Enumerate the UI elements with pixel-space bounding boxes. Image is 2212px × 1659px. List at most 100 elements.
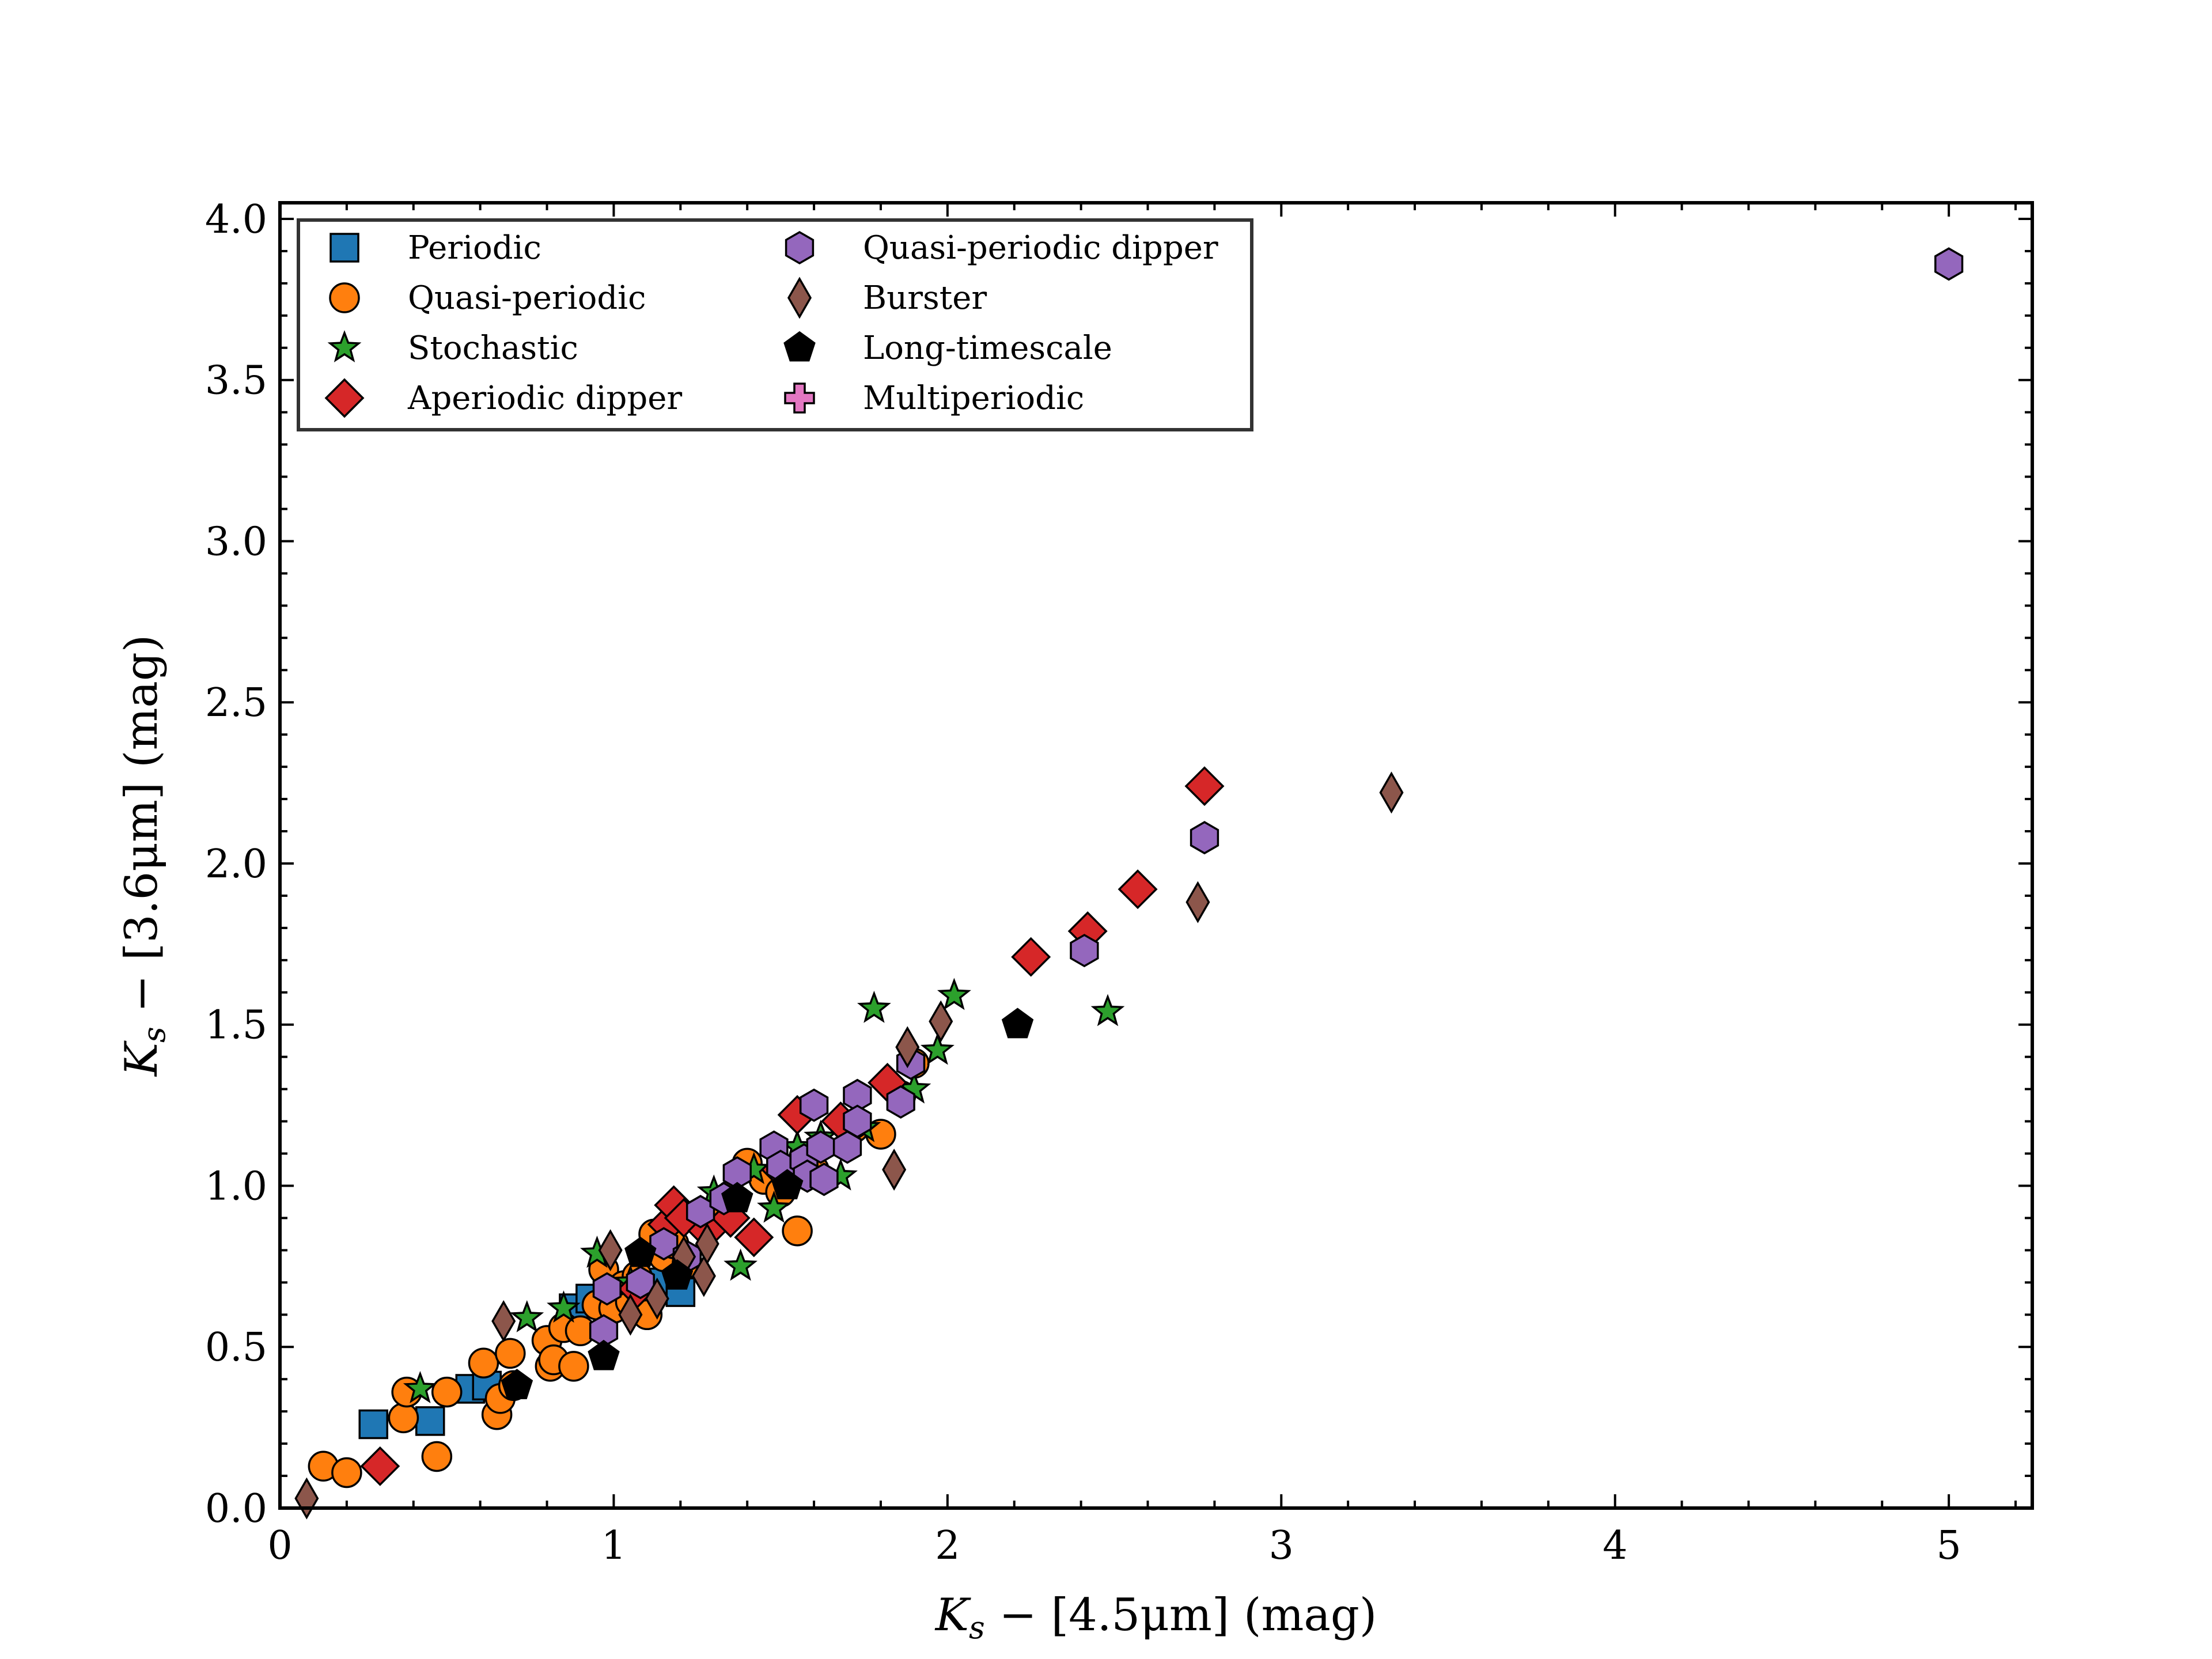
y-tick-label: 2.5 — [205, 680, 267, 726]
legend-item: Periodic — [329, 229, 541, 267]
legend-item: Quasi-periodic — [329, 279, 646, 317]
data-point — [547, 1290, 581, 1323]
x-axis-label-sub: s — [969, 1609, 985, 1646]
axis-ticks — [279, 203, 2032, 1509]
data-point — [734, 1217, 774, 1257]
legend-item: Quasi-periodic dipper — [785, 229, 1218, 267]
x-tick-label: 2 — [935, 1523, 960, 1569]
data-point — [626, 1266, 655, 1300]
y-tick-label: 0.0 — [205, 1486, 267, 1532]
legend-marker-hexagon — [785, 230, 815, 265]
legend-marker-circle — [329, 282, 360, 313]
x-axis-label: Ks − [4.5μm] (mag) — [934, 1589, 1377, 1646]
x-tick-labels: 0 1 2 3 4 5 — [267, 1523, 1961, 1569]
data-point — [360, 1446, 400, 1486]
data-point — [882, 1149, 907, 1191]
data-point — [510, 1300, 544, 1332]
x-tick-label: 1 — [601, 1523, 626, 1569]
y-tick-label: 2.0 — [205, 842, 267, 887]
series-burster — [294, 771, 1404, 1520]
data-point — [1001, 1007, 1034, 1039]
legend-marker-pentagon — [783, 331, 816, 362]
legend-item: Multiperiodic — [784, 380, 1084, 417]
data-point — [691, 1255, 716, 1297]
x-tick-label: 0 — [267, 1523, 292, 1569]
y-tick-labels: 0.0 0.5 1.0 1.5 2.0 2.5 3.0 3.5 4.0 — [205, 197, 267, 1532]
legend-label: Quasi-periodic dipper — [863, 229, 1218, 267]
data-point — [799, 1088, 829, 1122]
legend-label: Stochastic — [408, 329, 578, 367]
data-point — [624, 1236, 657, 1267]
data-point — [501, 1369, 533, 1399]
y-tick-label: 1.0 — [205, 1164, 267, 1209]
data-point — [358, 1409, 388, 1440]
y-tick-label: 4.0 — [205, 197, 267, 243]
y-tick-label: 1.5 — [205, 1003, 267, 1048]
data-point — [895, 1026, 920, 1069]
y-axis-label-var: K — [116, 1040, 168, 1077]
y-axis-label: Ks − [3.6μm] (mag) — [116, 635, 172, 1078]
data-point — [886, 1085, 915, 1119]
data-point — [294, 1477, 319, 1520]
data-point — [403, 1371, 437, 1404]
data-point — [592, 1272, 622, 1306]
legend-label: Long-timescale — [863, 329, 1112, 367]
data-point — [495, 1338, 526, 1369]
legend-item: Aperiodic dipper — [324, 378, 682, 418]
plot-frame — [278, 201, 2034, 1510]
data-point — [558, 1351, 589, 1382]
plot-marks — [294, 247, 1964, 1520]
legend-marker-star — [327, 330, 362, 362]
data-point — [721, 1181, 753, 1213]
data-point — [920, 1032, 955, 1065]
data-point — [468, 1347, 499, 1378]
legend-label: Burster — [863, 279, 987, 317]
legend-marker-plus — [784, 382, 815, 414]
data-point — [645, 1277, 669, 1320]
data-point — [695, 1222, 719, 1265]
legend-marker-thin-diamond — [787, 276, 812, 319]
data-point — [724, 1248, 757, 1281]
data-point — [809, 1162, 839, 1196]
data-point — [1118, 869, 1158, 910]
data-point — [421, 1441, 453, 1472]
series-quasi-periodic-dipper — [589, 247, 1964, 1348]
data-point — [331, 1457, 362, 1488]
legend-label: Multiperiodic — [863, 380, 1084, 417]
y-tick-label: 3.0 — [205, 519, 267, 565]
x-axis-label-rest: − [4.5μm] (mag) — [985, 1589, 1377, 1641]
x-axis-label-var: K — [934, 1589, 972, 1641]
data-point — [415, 1406, 445, 1436]
legend-label: Quasi-periodic — [408, 279, 646, 317]
data-point — [857, 990, 891, 1023]
data-point — [431, 1376, 463, 1408]
data-point — [1379, 771, 1404, 814]
series-long-timescale — [501, 1007, 1034, 1399]
legend-label: Aperiodic dipper — [407, 380, 682, 417]
data-point — [806, 1130, 835, 1164]
x-tick-label: 4 — [1603, 1523, 1627, 1569]
legend-box — [297, 218, 1253, 431]
data-point — [937, 978, 971, 1010]
legend-item: Stochastic — [327, 329, 578, 367]
y-tick-label: 3.5 — [205, 358, 267, 404]
data-point — [1185, 881, 1210, 923]
data-point — [782, 1215, 813, 1247]
data-point — [1070, 934, 1099, 968]
data-point — [832, 1130, 862, 1164]
data-point — [843, 1104, 872, 1138]
x-tick-label: 3 — [1269, 1523, 1294, 1569]
y-axis-label-sub: s — [136, 1027, 172, 1043]
y-tick-label: 0.5 — [205, 1325, 267, 1370]
data-point — [649, 1227, 679, 1261]
data-point — [1011, 937, 1051, 977]
data-point — [618, 1293, 643, 1336]
data-point — [929, 1000, 953, 1043]
legend: Periodic Quasi-periodic Stochastic Aperiodi… — [297, 218, 1253, 431]
data-point — [661, 1259, 694, 1290]
legend-label: Periodic — [408, 229, 541, 267]
legend-item: Long-timescale — [783, 329, 1112, 367]
data-point — [1934, 247, 1964, 281]
legend-marker-diamond — [324, 378, 365, 418]
